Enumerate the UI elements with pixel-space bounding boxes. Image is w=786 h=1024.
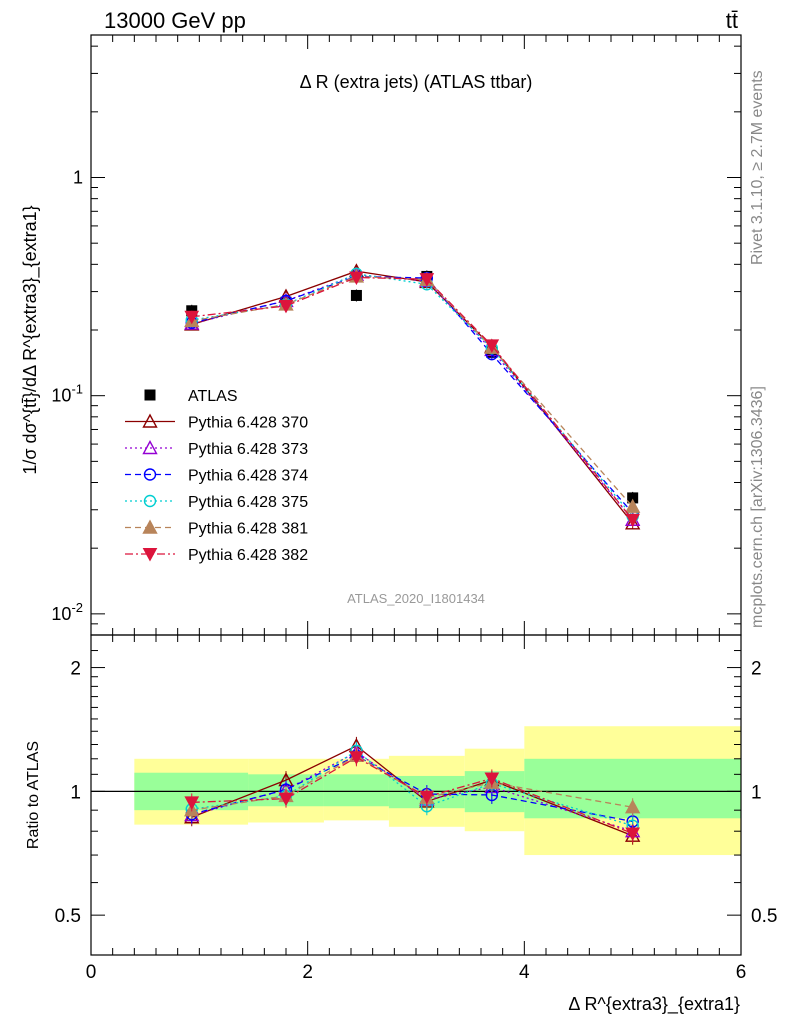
data-point <box>625 513 641 528</box>
legend-entry: Pythia 6.428 374 <box>125 468 308 485</box>
main-y-tick-label: 10-2 <box>51 600 83 624</box>
ratio-point <box>278 792 294 807</box>
legend-entry: Pythia 6.428 370 <box>125 413 308 432</box>
ratio-panel: 0.5 0.5 1 1 2 2 0 2 4 6 Ratio to ATLAS Δ R^{extra… <box>25 634 777 1015</box>
x-tick-label: 4 <box>519 962 530 983</box>
ratio-y-axis-label: Ratio to ATLAS <box>25 741 42 849</box>
data-point <box>278 299 294 314</box>
ratio-axes: 0.5 0.5 1 1 2 2 0 2 4 6 <box>55 635 777 983</box>
x-tick-label: 0 <box>86 962 97 983</box>
main-chart-title: Δ R (extra jets) (ATLAS ttbar) <box>300 72 533 92</box>
legend-label: ATLAS <box>188 388 238 405</box>
ratio-y-tick-label: 2 <box>70 659 81 680</box>
legend-marker <box>143 494 157 508</box>
main-panel: 1 10-1 10-2 Δ R (extra jets) (ATLAS ttbar)… <box>20 34 742 636</box>
series-pythia-6-428-373 <box>184 266 641 526</box>
series-line <box>191 275 634 514</box>
legend-label: Pythia 6.428 370 <box>188 415 308 432</box>
legend-label: Pythia 6.428 375 <box>188 494 308 511</box>
uncertainty-band-inner <box>323 774 389 807</box>
legend-label: Pythia 6.428 381 <box>188 521 308 538</box>
legend-marker <box>143 468 157 481</box>
data-point <box>184 310 200 325</box>
data-point <box>350 289 362 301</box>
legend-marker <box>142 548 158 562</box>
legend: ATLAS Pythia 6.428 370 Pythia 6.428 373 Pyt… <box>125 388 308 564</box>
ratio-point <box>184 796 200 810</box>
ratio-line <box>191 749 633 827</box>
series-pythia-6-428-382 <box>184 271 641 528</box>
main-y-tick-label: 1 <box>73 168 83 188</box>
legend-marker <box>142 440 158 455</box>
legend-marker <box>142 519 158 534</box>
ratio-point <box>484 772 500 786</box>
ratio-series-pythia-6-428-382 <box>184 748 641 843</box>
data-point <box>484 339 500 353</box>
data-point <box>624 498 641 513</box>
legend-marker <box>144 389 156 401</box>
ratio-point <box>349 751 364 765</box>
main-axes: 1 10-1 10-2 <box>51 35 742 635</box>
ratio-y-tick-label-right: 2 <box>751 659 762 680</box>
x-tick-label: 6 <box>736 962 747 983</box>
legend-label: Pythia 6.428 373 <box>188 441 308 458</box>
data-point <box>419 273 435 287</box>
legend-entry: ATLAS <box>144 388 238 405</box>
main-watermark: ATLAS_2020_I1801434 <box>347 591 485 606</box>
side-label-bottom: mcplots.cern.ch [arXiv:1306.3436] <box>749 386 766 628</box>
legend-entry: Pythia 6.428 373 <box>125 440 308 458</box>
ratio-y-tick-label-right: 1 <box>751 782 762 803</box>
ratio-y-tick-label: 0.5 <box>55 906 81 927</box>
ratio-line <box>191 745 633 837</box>
main-frame <box>90 34 742 636</box>
series-line <box>191 273 634 517</box>
ratio-y-tick-label: 1 <box>70 782 81 803</box>
ratio-point <box>624 799 641 814</box>
ratio-point <box>625 827 641 842</box>
x-axis-label: Δ R^{extra3}_{extra1} <box>568 994 740 1015</box>
ratio-line <box>191 755 633 823</box>
main-plot-area <box>184 263 641 530</box>
header-right: tt̄ <box>726 8 738 33</box>
ratio-y-tick-label-right: 0.5 <box>751 906 777 927</box>
legend-entry: Pythia 6.428 375 <box>125 494 308 511</box>
series-line <box>191 276 634 521</box>
main-y-axis-label: 1/σ dσ^{tt̄}/dΔ R^{extra3}_{extra1} <box>20 205 41 474</box>
side-label-top: Rivet 3.1.10, ≥ 2.7M events <box>749 70 766 265</box>
data-point <box>627 492 639 504</box>
legend-marker <box>142 413 158 428</box>
legend-entry: Pythia 6.428 381 <box>125 519 308 538</box>
data-point <box>349 271 364 286</box>
main-y-tick-label: 10-1 <box>51 382 83 406</box>
ratio-plot-area <box>91 726 741 856</box>
header-left: 13000 GeV pp <box>104 8 246 33</box>
data-point <box>624 515 641 530</box>
legend-entry: Pythia 6.428 382 <box>125 547 308 564</box>
x-tick-label: 2 <box>302 962 313 983</box>
legend-label: Pythia 6.428 382 <box>188 547 308 564</box>
ratio-point <box>419 790 435 805</box>
series-pythia-6-428-370 <box>184 263 641 530</box>
legend-label: Pythia 6.428 374 <box>188 468 308 485</box>
